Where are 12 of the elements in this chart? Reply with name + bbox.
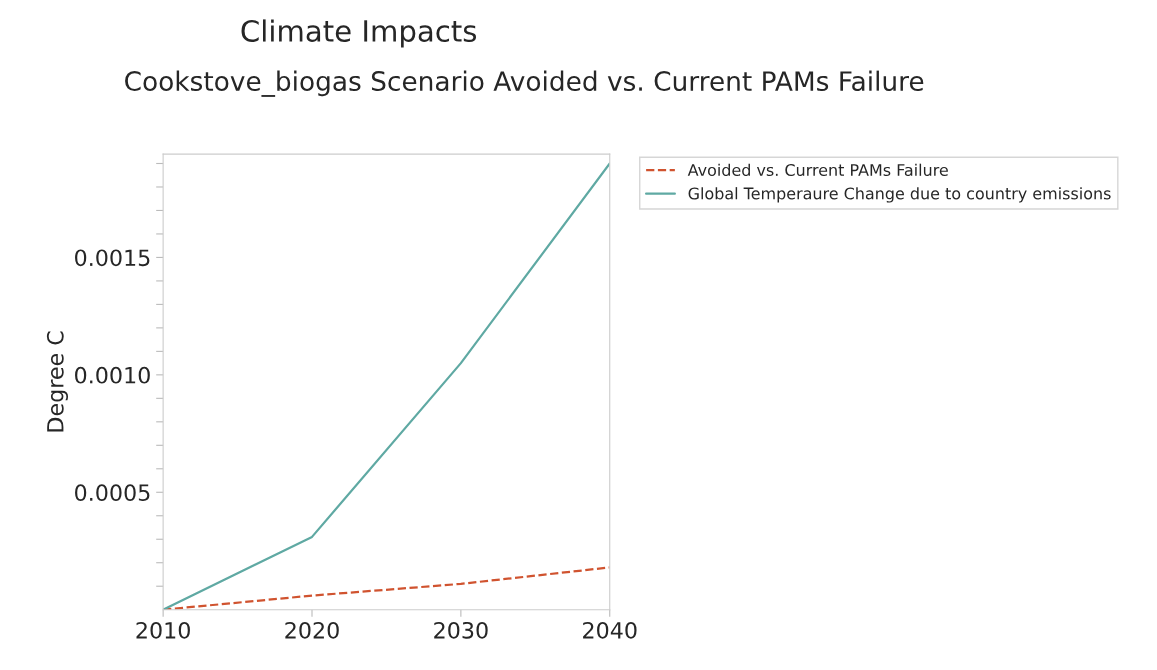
y-tick-label: 0.0005 [75, 484, 150, 502]
legend-label: Global Temperaure Change due to country emissions [688, 187, 1111, 203]
x-tick-label: 2030 [434, 621, 488, 639]
x-tick-label: 2020 [285, 621, 339, 639]
chart-subtitle: Cookstove_biogas Scenario Avoided vs. Current PAMs Failure [125, 70, 924, 97]
x-tick-label: 2040 [583, 621, 637, 639]
y-axis-title: Degree C [46, 331, 69, 432]
x-tick-label: 2010 [136, 621, 190, 639]
chart-title: Climate Impacts [241, 19, 477, 48]
legend-label: Avoided vs. Current PAMs Failure [687, 163, 948, 177]
y-tick-label: 0.0010 [75, 366, 150, 384]
y-tick-label: 0.0015 [75, 249, 150, 267]
